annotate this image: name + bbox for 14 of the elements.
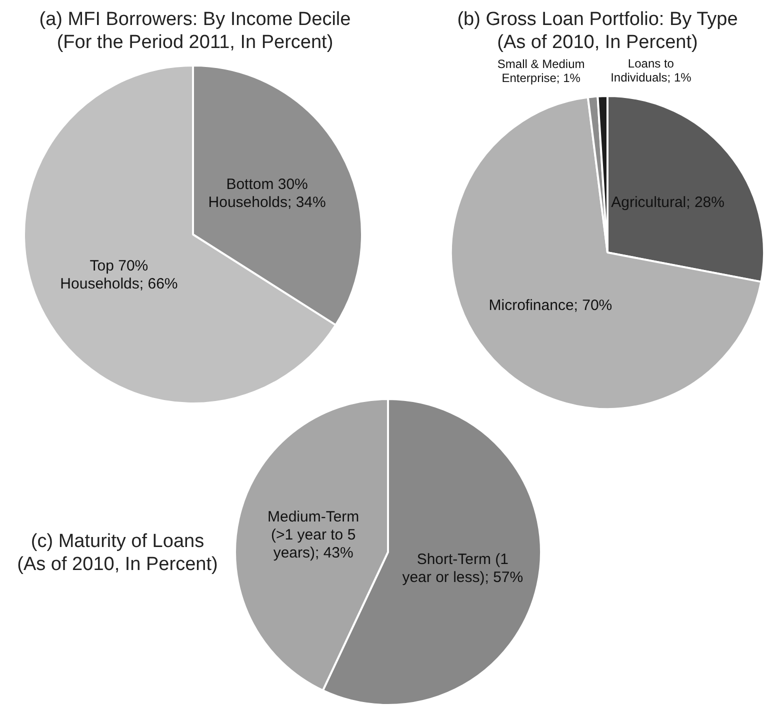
- chart-title: (b) Gross Loan Portfolio: By Type: [456, 8, 739, 31]
- chart-title: (a) MFI Borrowers: By Income Decile: [38, 8, 352, 31]
- slice-label: Microfinance; 70%: [488, 297, 612, 314]
- slice-label: Medium-Term (>1 year to 5 years); 43%: [268, 508, 360, 562]
- slice-label: Top 70% Households; 66%: [60, 257, 178, 292]
- chart-subtitle: (As of 2010, In Percent): [496, 31, 699, 54]
- slice-label: Small & Medium Enterprise; 1%: [497, 57, 585, 86]
- chart-subtitle: (For the Period 2011, In Percent): [56, 31, 334, 54]
- slice-label: Bottom 30% Households; 34%: [208, 176, 326, 211]
- slice-label: Short-Term (1 year or less); 57%: [402, 550, 524, 586]
- text: (As of 2010, In Percent): [16, 553, 219, 576]
- slice-label: Agricultural; 28%: [611, 194, 724, 211]
- slice-label: Loans to Individuals; 1%: [610, 56, 692, 84]
- text: (c) Maturity of Loans: [30, 530, 206, 553]
